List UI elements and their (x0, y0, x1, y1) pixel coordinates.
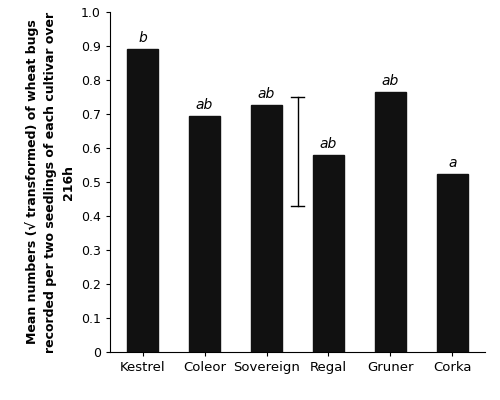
Text: b: b (138, 31, 147, 45)
Text: a: a (448, 156, 456, 170)
Text: ab: ab (382, 74, 399, 88)
Y-axis label: Mean numbers (√ transformed) of wheat bugs
recorded per two seedlings of each cu: Mean numbers (√ transformed) of wheat bu… (26, 12, 76, 352)
Bar (251, 105, 282, 352)
Text: ab: ab (258, 87, 275, 101)
Text: ab: ab (196, 98, 213, 112)
Bar (375, 92, 406, 352)
Text: ab: ab (320, 137, 337, 151)
Bar (313, 156, 344, 352)
Bar (189, 116, 220, 352)
Bar (437, 174, 468, 352)
Bar (127, 49, 158, 352)
